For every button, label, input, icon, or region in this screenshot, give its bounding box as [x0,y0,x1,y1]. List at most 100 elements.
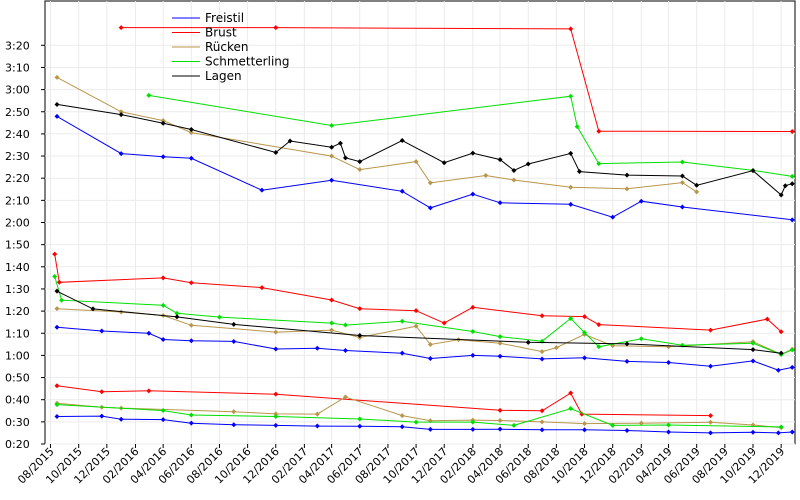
data-point [342,155,348,161]
data-point [610,214,616,220]
data-point [694,189,700,195]
data-point [574,124,580,130]
y-tick-label: 0:30 [5,416,30,429]
y-tick-label: 1:20 [5,305,30,318]
data-point [596,128,602,134]
data-point [174,310,180,316]
data-point [54,324,60,330]
data-point [568,406,574,412]
data-point [782,183,788,189]
y-tick-label: 0:50 [5,372,30,385]
data-point [539,349,545,355]
data-point [160,408,166,414]
data-point [750,347,756,353]
data-point [146,92,152,98]
data-point [470,352,476,358]
data-point [582,427,588,433]
data-point [54,414,60,420]
y-tick-label: 3:20 [5,39,30,52]
data-point [329,153,335,159]
data-point [539,419,545,425]
data-point [314,345,320,351]
data-point [789,217,795,223]
legend-label: Brust [205,26,237,40]
data-point [273,150,279,156]
data-point [778,192,784,198]
data-point [427,426,433,432]
data-point [357,423,363,429]
data-point [273,346,279,352]
data-point [188,280,194,286]
data-point [679,204,685,210]
data-point [568,150,574,156]
data-point [778,424,784,430]
data-point [118,25,124,31]
data-point [497,407,503,413]
data-point [789,364,795,370]
data-point [99,328,105,334]
data-point [54,74,60,80]
data-point [441,160,447,166]
y-tick-label: 2:00 [5,217,30,230]
data-point [273,414,279,420]
y-axis: 0:20 0:30 0:40 0:50 1:00 1:10 1:20 1:30 1:40 1:50… [5,39,45,451]
data-point [553,345,559,351]
data-point [483,173,489,179]
data-point [160,120,166,126]
data-point [568,26,574,32]
data-point [342,322,348,328]
data-point [638,198,644,204]
data-point [427,342,433,348]
data-point [188,420,194,426]
series-line [148,94,793,177]
data-point [160,417,166,423]
data-point [497,157,503,163]
data-point [59,297,65,303]
data-point [497,426,503,432]
data-point [427,180,433,186]
data-point [582,314,588,320]
data-point [160,302,166,308]
data-point [146,330,152,336]
data-point [357,306,363,312]
data-point [146,388,152,394]
data-point [789,173,795,179]
data-point [638,420,644,426]
data-point [118,151,124,157]
series-freistil [54,113,795,436]
data-point [582,355,588,361]
legend-label: Lagen [205,69,242,83]
data-point [188,412,194,418]
data-point [329,327,335,333]
data-point [775,430,781,436]
legend-label: Freistil [205,11,244,25]
data-point [596,322,602,328]
data-point [188,130,194,136]
data-point [273,391,279,397]
data-point [624,358,630,364]
data-point [511,167,517,173]
data-point [789,181,795,187]
data-point [273,422,279,428]
data-point [539,313,545,319]
data-point [99,413,105,419]
data-point [413,159,419,165]
data-point [54,306,60,312]
data-point [54,113,60,119]
data-point [399,318,405,324]
data-point [679,173,685,179]
data-point [160,275,166,281]
data-point [750,168,756,174]
data-point [273,329,279,335]
data-point [750,429,756,435]
data-point [497,334,503,340]
data-point [273,411,279,417]
data-point [231,409,237,415]
data-point [708,419,714,425]
data-point [427,205,433,211]
data-point [118,109,124,115]
data-point [470,304,476,310]
data-point [54,402,60,408]
data-point [789,128,795,134]
data-point [666,429,672,435]
